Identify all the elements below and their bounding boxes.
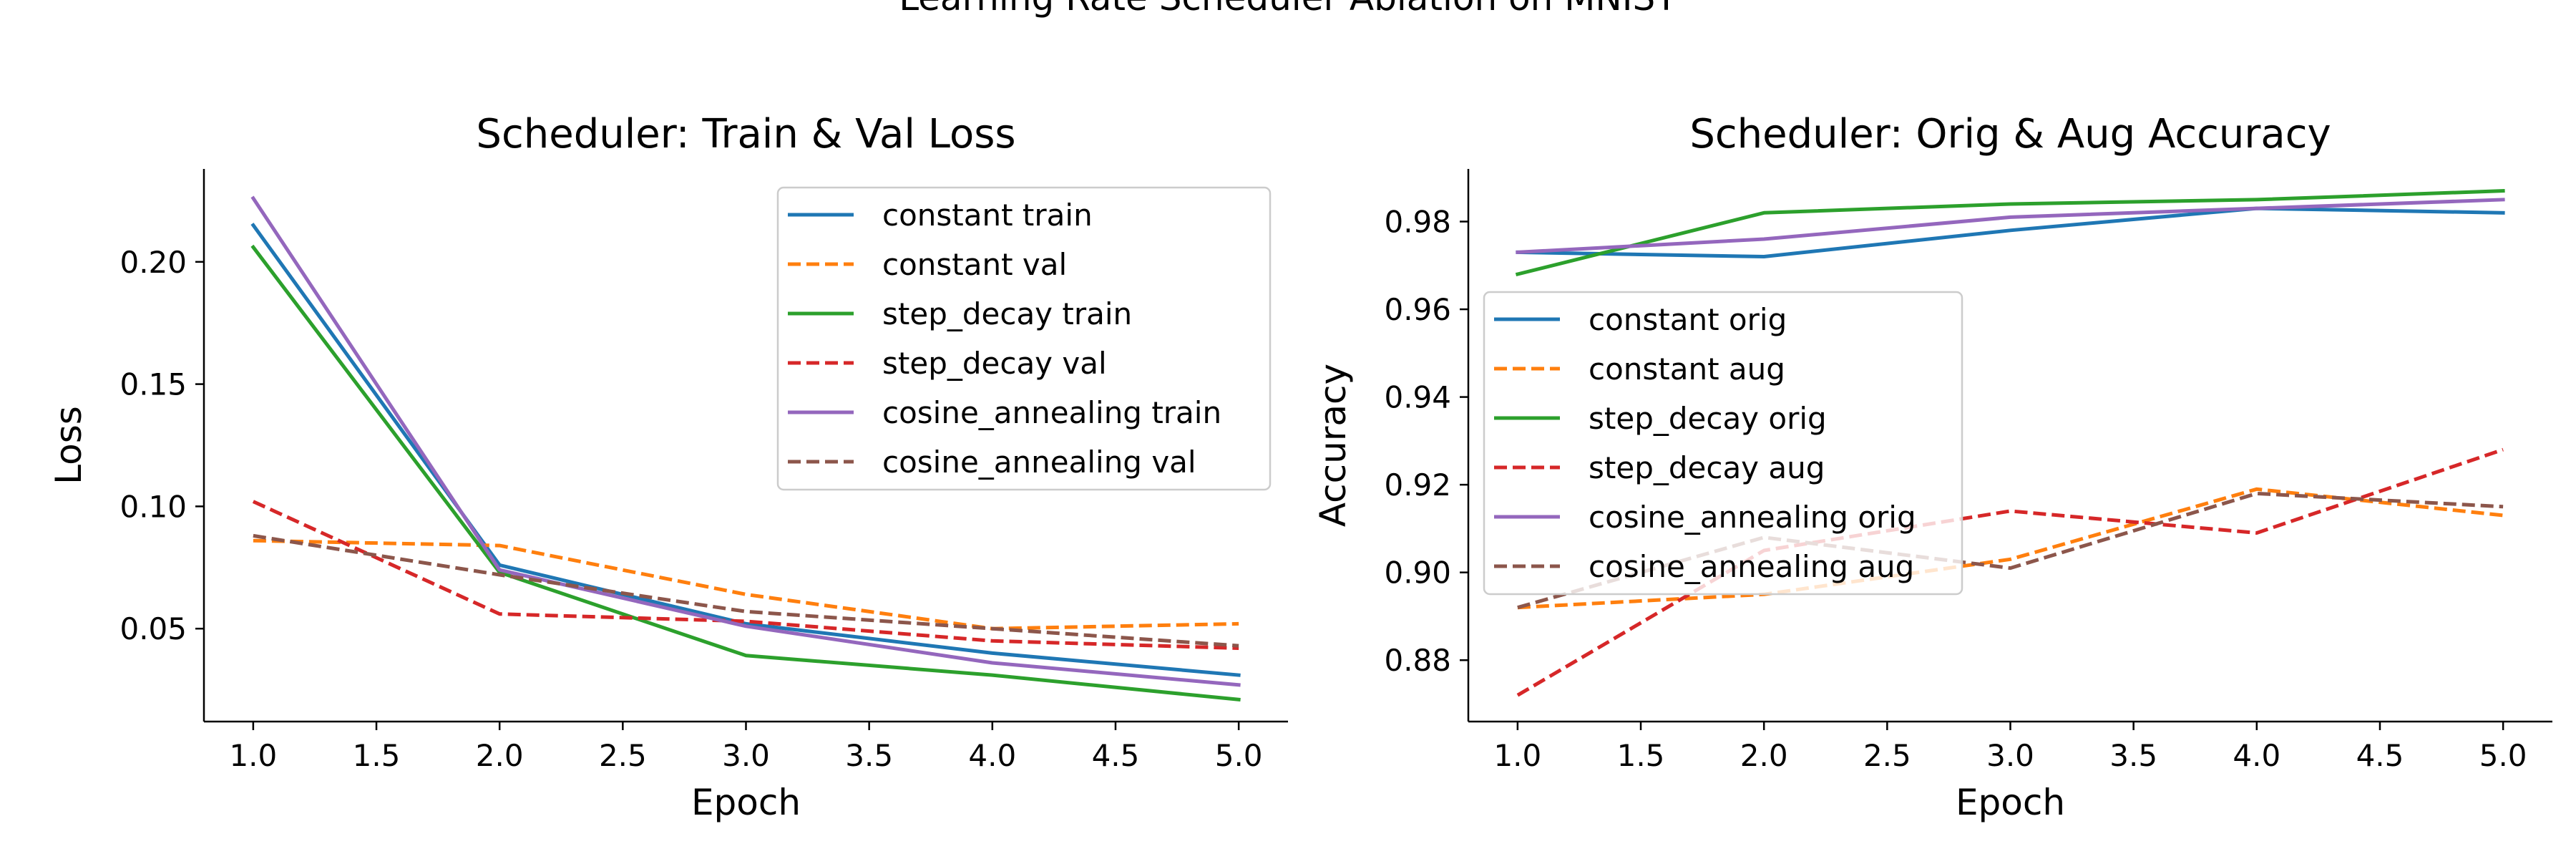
- x-tick-label: 1.0: [229, 738, 277, 773]
- series-line-cosine-annealing-train: [250, 195, 1241, 687]
- series-line-step-decay-aug: [1516, 447, 2504, 697]
- legend-label: step_decay orig: [1589, 401, 1827, 436]
- legend-frame: [1483, 291, 1963, 596]
- y-tick-label: 0.98: [1384, 205, 1451, 240]
- x-tick-label: 3.0: [1986, 738, 2034, 773]
- x-tick-label: 2.5: [599, 738, 647, 773]
- x-tick-label: 4.5: [1092, 738, 1140, 773]
- x-tick-label: 3.5: [2109, 738, 2157, 773]
- legend-label: cosine_annealing train: [882, 395, 1221, 430]
- x-axis-label: Epoch: [1956, 782, 2065, 823]
- x-axis-label: Epoch: [691, 782, 801, 823]
- series-line-step-decay-train: [250, 244, 1241, 702]
- y-tick-label: 0.15: [119, 367, 187, 402]
- legend-frame: [776, 186, 1272, 491]
- series-line-constant-val: [253, 538, 1239, 631]
- series-line-constant-aug: [1517, 487, 2504, 610]
- series-line-constant-orig: [1516, 206, 2505, 258]
- y-tick-label: 0.20: [119, 245, 187, 280]
- legend-label: constant aug: [1589, 351, 1785, 387]
- legend-label: constant orig: [1589, 302, 1787, 337]
- legend-label: step_decay aug: [1589, 450, 1825, 485]
- legend-label: step_decay train: [882, 296, 1132, 331]
- x-tick-label: 4.0: [2233, 738, 2280, 773]
- chart-title: Scheduler: Train & Val Loss: [476, 111, 1015, 157]
- y-axis-label: Accuracy: [1312, 364, 1354, 527]
- y-tick-label: 0.05: [119, 611, 187, 646]
- x-tick-label: 2.0: [476, 738, 524, 773]
- x-tick-label: 3.5: [845, 738, 893, 773]
- series-line-cosine-annealing-orig: [1516, 198, 2505, 255]
- x-tick-label: 1.0: [1493, 738, 1541, 773]
- y-axis-label: Loss: [48, 406, 89, 485]
- x-tick-label: 5.0: [2479, 738, 2527, 773]
- loss-chart-panel: Scheduler: Train & Val Loss 1.0 1.5 2.0 2.5 3…: [48, 111, 1288, 823]
- x-tick-label: 5.0: [1215, 738, 1263, 773]
- y-tick-label: 0.90: [1384, 555, 1451, 591]
- legend-label: step_decay val: [882, 346, 1107, 381]
- chart-title: Scheduler: Orig & Aug Accuracy: [1689, 111, 2331, 157]
- legend-label: constant train: [882, 198, 1093, 233]
- x-tick-label: 2.5: [1863, 738, 1911, 773]
- accuracy-chart-panel: Scheduler: Orig & Aug Accuracy 1.0 1.5 2.0 2…: [1312, 111, 2552, 823]
- y-tick-label: 0.94: [1384, 380, 1451, 415]
- legend-label: constant val: [882, 247, 1067, 282]
- legend-label: cosine_annealing val: [882, 445, 1196, 480]
- series-line-step-decay-val: [252, 500, 1239, 650]
- figure-suptitle: Learning Rate Scheduler Ablation on MNIS…: [899, 0, 1677, 19]
- legend-label: cosine_annealing orig: [1589, 500, 1916, 535]
- x-tick-label: 1.5: [1617, 738, 1665, 773]
- series-line-cosine-annealing-val: [253, 533, 1239, 648]
- chart-legend: constant train constant val step_decay tra…: [776, 186, 1272, 491]
- y-tick-label: 0.10: [119, 489, 187, 524]
- series-line-step-decay-orig: [1515, 189, 2505, 277]
- series-line-constant-train: [250, 223, 1241, 677]
- chart-legend: constant orig constant aug step_decay orig…: [1483, 291, 1963, 596]
- x-tick-label: 4.0: [968, 738, 1016, 773]
- x-tick-label: 3.0: [722, 738, 770, 773]
- legend-label: cosine_annealing aug: [1589, 549, 1914, 584]
- y-tick-label: 0.96: [1384, 292, 1451, 327]
- y-tick-label: 0.88: [1384, 643, 1451, 678]
- y-tick-label: 0.92: [1384, 467, 1451, 503]
- x-tick-label: 4.5: [2356, 738, 2404, 773]
- x-tick-label: 1.5: [353, 738, 401, 773]
- x-tick-label: 2.0: [1740, 738, 1788, 773]
